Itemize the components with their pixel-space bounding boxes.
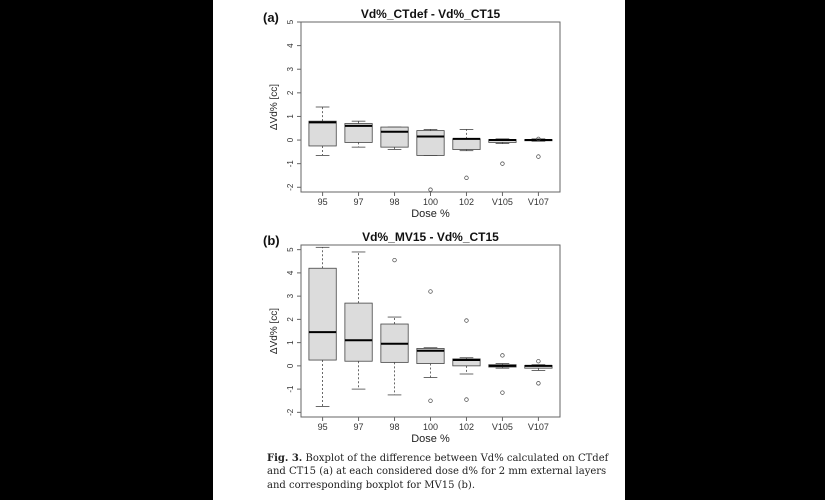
outlier-point	[536, 136, 541, 142]
y-tick-label: 4	[286, 43, 295, 48]
box-iqr	[344, 302, 373, 362]
y-tick-label: 5	[286, 247, 295, 252]
box-100	[416, 289, 445, 403]
box-95	[308, 106, 337, 156]
outlier-point	[500, 161, 505, 166]
plot-frame	[300, 21, 561, 193]
caption-text: Boxplot of the difference between Vd% ca…	[267, 453, 609, 491]
y-tick-label: 4	[286, 270, 295, 275]
outlier-point	[464, 318, 469, 323]
box-97	[344, 251, 373, 390]
outlier-point	[464, 175, 469, 180]
outlier-point	[428, 289, 433, 294]
chart-title: Vd%_MV15 - Vd%_CT15	[362, 230, 499, 244]
box-V105	[488, 353, 517, 395]
box-iqr	[416, 130, 445, 156]
box-iqr	[308, 267, 337, 361]
box-95	[308, 246, 337, 407]
box-102	[452, 129, 481, 180]
outlier-point	[500, 353, 505, 358]
outlier-point	[536, 381, 541, 386]
box-V107	[524, 136, 553, 159]
y-tick-label: 5	[286, 19, 295, 24]
y-tick-label: -1	[286, 160, 295, 168]
x-tick-label: V105	[492, 197, 513, 207]
chart-panel-a: (a) Vd%_CTdef - Vd%_CT15 -2 -1 0 1 2 3 4 5 ΔVd% [c…	[263, 7, 561, 220]
y-tick-label: -1	[286, 385, 295, 393]
document-page: (a) Vd%_CTdef - Vd%_CT15 -2 -1 0 1 2 3 4 5 ΔVd% [c…	[213, 0, 625, 500]
panel-label: (b)	[263, 233, 280, 248]
chart-panel-b: (b) Vd%_MV15 - Vd%_CT15 -2 -1 0 1 2 3 4 5 ΔVd% [cc…	[263, 230, 561, 445]
y-tick-label: 3	[286, 66, 295, 71]
x-tick-label: 100	[423, 422, 438, 432]
outlier-point	[536, 359, 541, 364]
y-tick-label: 1	[286, 114, 295, 119]
x-tick-label: 95	[318, 197, 328, 207]
chart-title: Vd%_CTdef - Vd%_CT15	[361, 7, 501, 21]
box-V107	[524, 359, 553, 386]
box-iqr	[452, 138, 481, 150]
y-tick-label: 2	[286, 90, 295, 95]
y-tick-label: 1	[286, 340, 295, 345]
x-tick-label: 97	[354, 197, 364, 207]
x-tick-label: 97	[354, 422, 364, 432]
box-100	[416, 129, 445, 192]
panel-label: (a)	[263, 10, 279, 25]
box-iqr	[308, 120, 337, 147]
box-98	[380, 126, 409, 150]
box-98	[380, 257, 409, 396]
boxplot-figure: (a) Vd%_CTdef - Vd%_CT15 -2 -1 0 1 2 3 4 5 ΔVd% [c…	[263, 7, 561, 445]
outlier-point	[392, 257, 397, 263]
x-tick-label: V107	[528, 197, 549, 207]
box-V105	[488, 138, 517, 166]
x-axis-label: Dose %	[411, 433, 450, 445]
outlier-point	[428, 187, 433, 192]
x-tick-label: 102	[459, 197, 474, 207]
x-tick-label: 98	[390, 422, 400, 432]
y-tick-label: 0	[286, 137, 295, 142]
box-iqr	[344, 123, 373, 143]
x-tick-label: 98	[390, 197, 400, 207]
x-tick-label: V107	[528, 422, 549, 432]
y-tick-label: 0	[286, 363, 295, 368]
y-tick-label: 2	[286, 317, 295, 322]
y-axis-label: ΔVd% [cc]	[269, 308, 280, 354]
box-iqr	[452, 358, 481, 367]
outlier-point	[500, 390, 505, 395]
y-tick-label: 3	[286, 293, 295, 298]
x-tick-label: 102	[459, 422, 474, 432]
caption-label: Fig. 3.	[267, 453, 303, 464]
x-tick-label: V105	[492, 422, 513, 432]
plot-frame	[300, 244, 561, 418]
box-97	[344, 120, 373, 148]
y-tick-label: -2	[286, 408, 295, 416]
figure-caption: Fig. 3. Boxplot of the difference betwee…	[267, 452, 619, 492]
outlier-point	[536, 154, 541, 159]
y-axis-label: ΔVd% [cc]	[269, 84, 280, 130]
x-tick-label: 100	[423, 197, 438, 207]
x-tick-label: 95	[318, 422, 328, 432]
box-102	[452, 318, 481, 402]
box-iqr	[416, 348, 445, 364]
y-tick-label: -2	[286, 183, 295, 191]
box-iqr	[380, 126, 409, 148]
outlier-point	[428, 398, 433, 403]
x-axis-label: Dose %	[411, 208, 450, 220]
outlier-point	[464, 397, 469, 402]
